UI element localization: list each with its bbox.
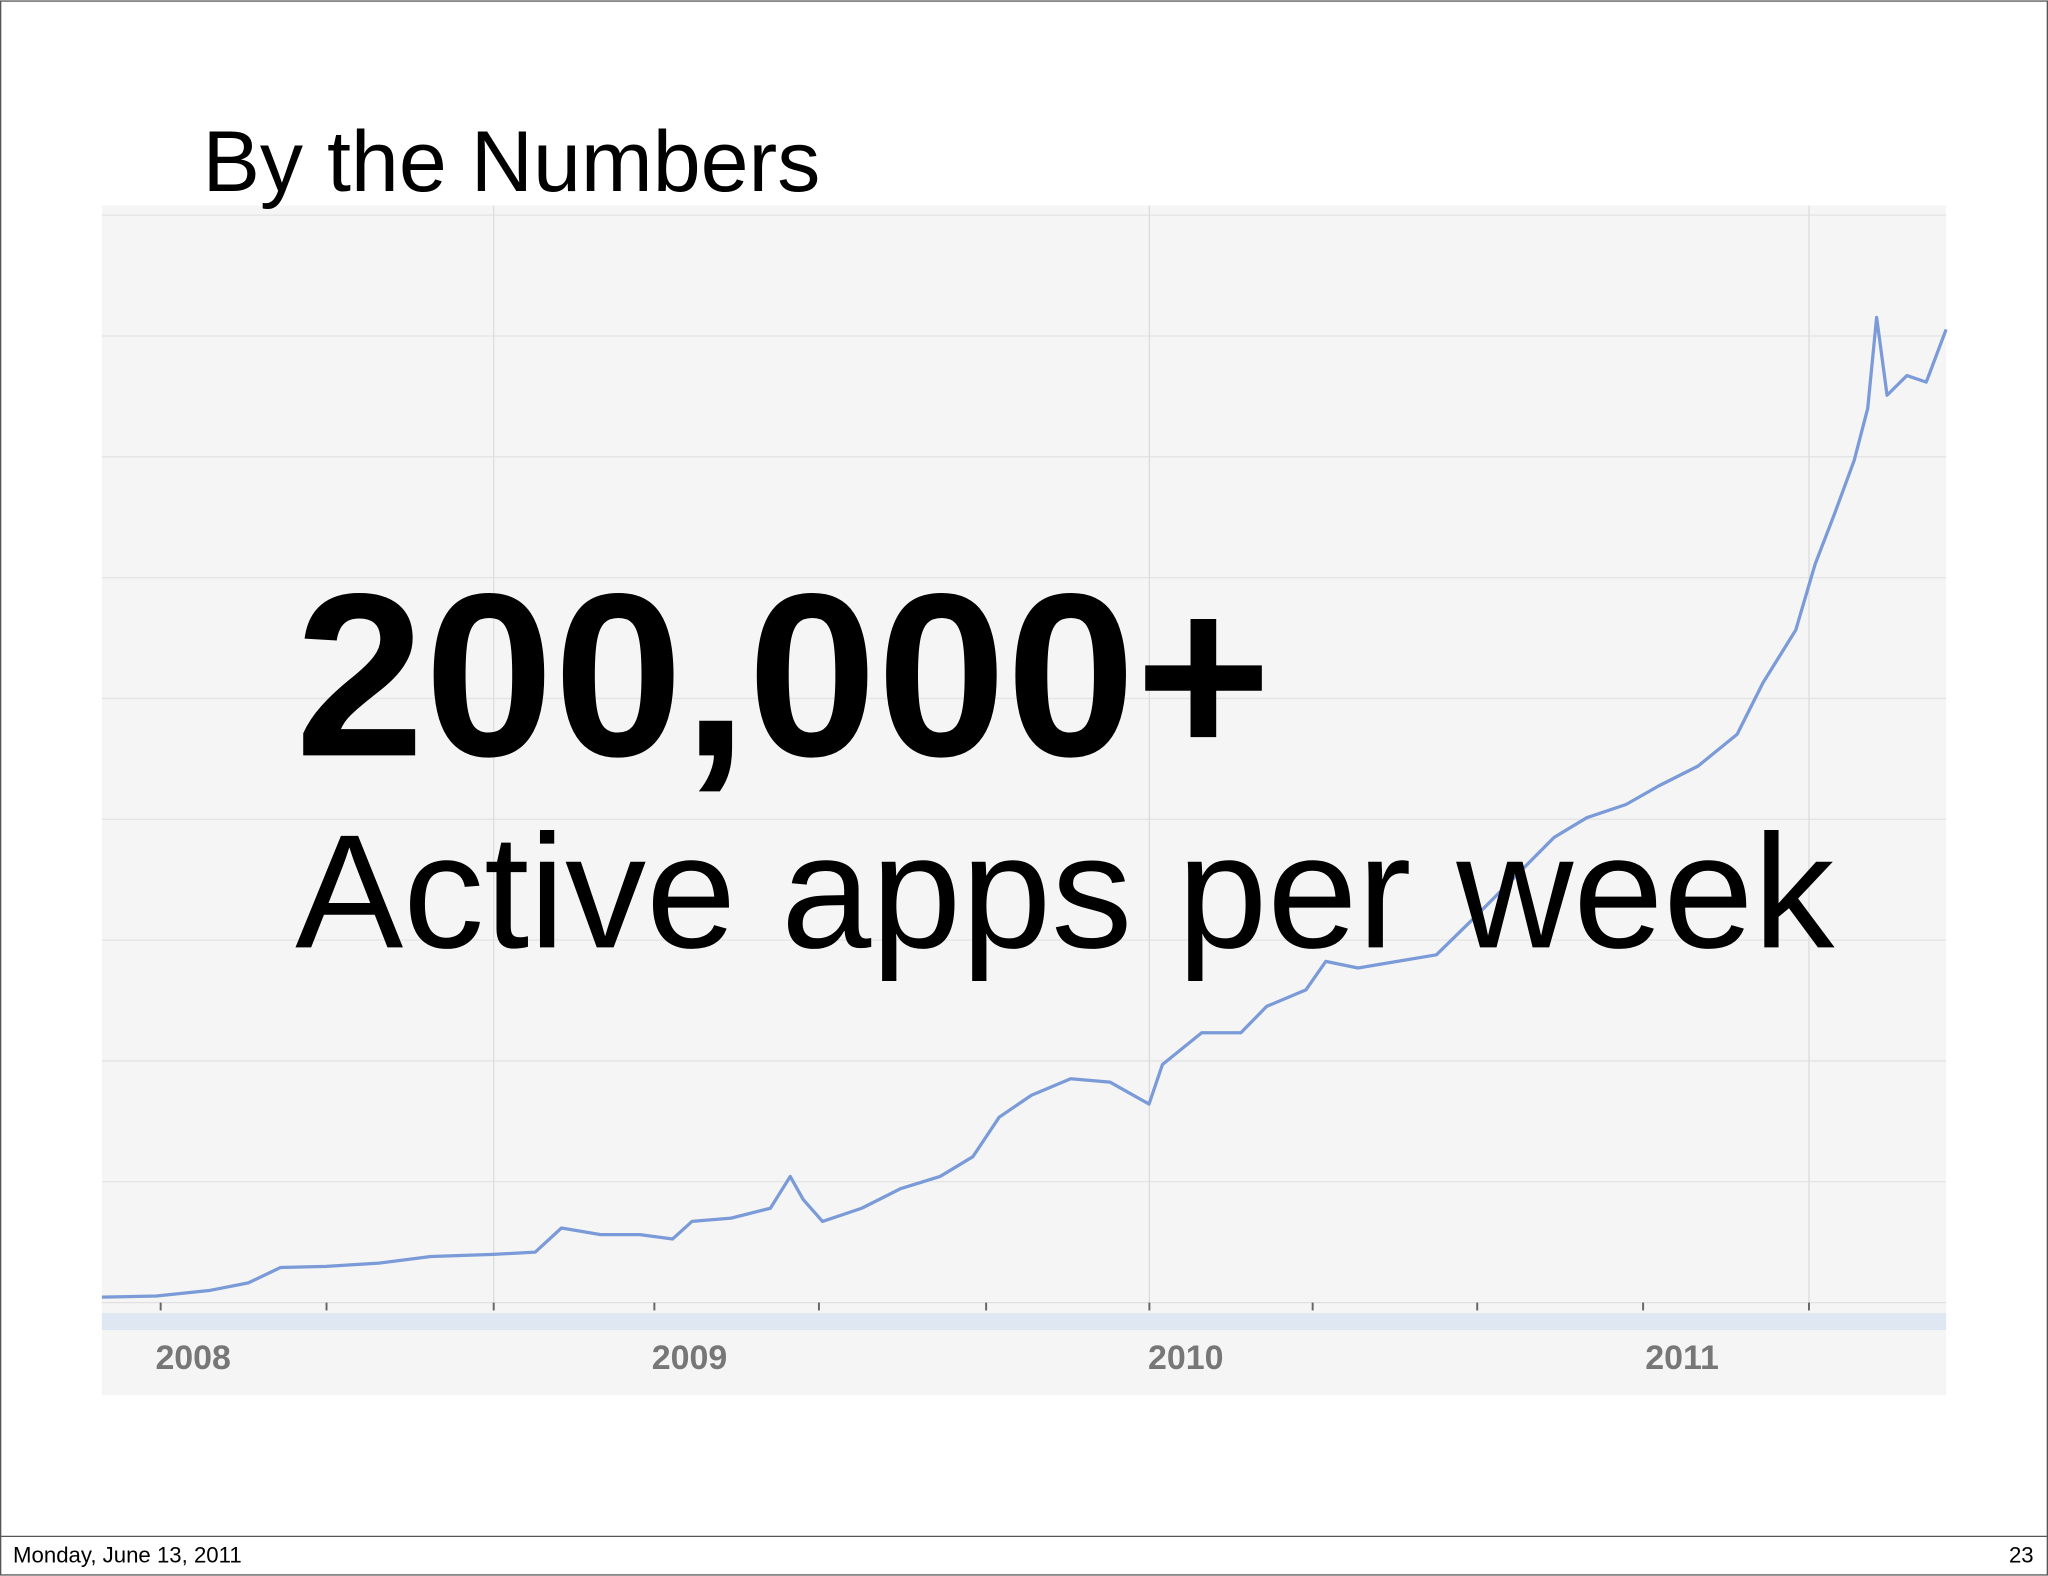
plot: 2008 2009 2010 2011 (101, 315, 1948, 1377)
subheadline: Active apps per week (295, 801, 1835, 982)
slide-title: By the Numbers (202, 114, 820, 210)
x-tick-label: 2010 (1148, 1339, 1224, 1377)
x-tick-label: 2008 (155, 1339, 230, 1377)
footer-date: Monday, June 13, 2011 (13, 1543, 242, 1568)
page-number: 23 (2009, 1543, 2034, 1568)
chart-background (101, 205, 1947, 1396)
x-tick-label: 2009 (652, 1339, 728, 1377)
x-tick-label: 2011 (1645, 1339, 1719, 1377)
headline: 200,000+ (295, 546, 1271, 805)
data-line (101, 315, 1948, 1299)
range-band (101, 1313, 1947, 1331)
grid (101, 205, 1947, 1311)
